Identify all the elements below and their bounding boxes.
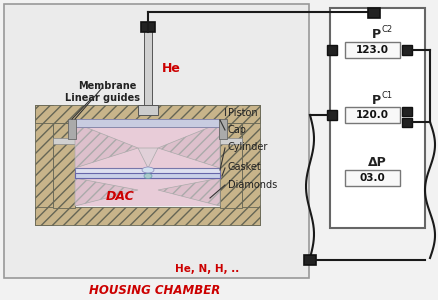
Bar — [144, 30, 152, 108]
Text: 120.0: 120.0 — [356, 110, 389, 120]
Polygon shape — [75, 123, 138, 168]
Bar — [402, 107, 412, 116]
Text: Piston: Piston — [228, 108, 258, 118]
Text: P: P — [372, 94, 381, 106]
Bar — [68, 119, 76, 139]
Text: Membrane: Membrane — [78, 81, 136, 91]
Bar — [402, 45, 412, 55]
Text: Cylinder: Cylinder — [228, 142, 268, 152]
Bar — [220, 138, 242, 144]
Bar — [75, 123, 220, 168]
Bar — [75, 168, 220, 178]
Bar — [219, 119, 227, 139]
Text: Linear guides: Linear guides — [65, 93, 140, 103]
Bar — [138, 105, 158, 115]
Bar — [368, 8, 380, 18]
Bar — [75, 178, 220, 206]
FancyBboxPatch shape — [4, 4, 309, 278]
Polygon shape — [158, 178, 220, 206]
Bar — [53, 123, 75, 208]
Text: HOUSING CHAMBER: HOUSING CHAMBER — [89, 284, 221, 296]
Ellipse shape — [144, 173, 152, 178]
Text: DAC: DAC — [106, 190, 134, 203]
Polygon shape — [158, 123, 220, 168]
Polygon shape — [138, 148, 158, 168]
Bar — [35, 105, 260, 123]
Bar — [53, 138, 75, 144]
Bar — [345, 170, 400, 186]
Text: P: P — [372, 28, 381, 41]
Ellipse shape — [142, 167, 154, 173]
Bar — [141, 22, 155, 32]
Text: He, N, H, ..: He, N, H, .. — [175, 264, 239, 274]
Bar — [345, 42, 400, 58]
Text: Cap: Cap — [228, 125, 247, 135]
Text: Diamonds: Diamonds — [228, 180, 277, 190]
Polygon shape — [75, 178, 138, 206]
Bar — [75, 173, 220, 178]
Bar — [35, 207, 260, 225]
Text: Gasket: Gasket — [228, 162, 262, 172]
Bar — [35, 105, 53, 225]
Bar — [330, 8, 425, 228]
Bar — [327, 45, 337, 55]
Text: 03.0: 03.0 — [359, 173, 385, 183]
Bar — [402, 118, 412, 127]
Bar — [304, 255, 316, 265]
Bar — [75, 119, 220, 127]
Text: 123.0: 123.0 — [356, 45, 389, 55]
Text: ΔP: ΔP — [368, 157, 387, 169]
Text: He: He — [162, 61, 181, 74]
Bar — [242, 105, 260, 225]
Bar — [327, 110, 337, 120]
Bar — [220, 123, 242, 208]
Text: C1: C1 — [382, 91, 393, 100]
Text: C2: C2 — [382, 26, 393, 34]
Bar — [345, 107, 400, 123]
